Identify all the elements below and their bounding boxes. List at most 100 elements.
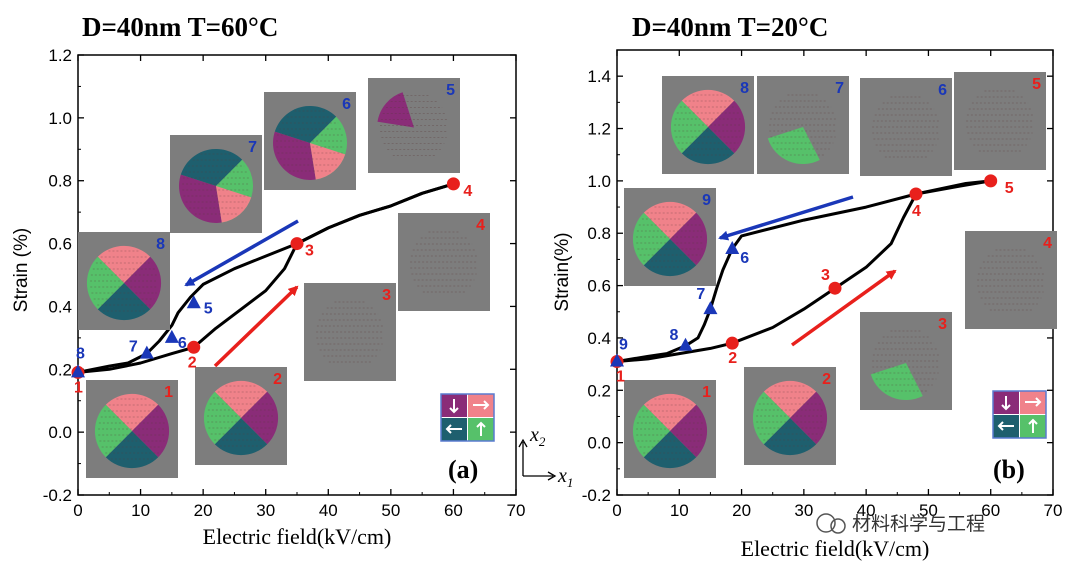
y-tick-label: 0.6 xyxy=(48,235,72,254)
red-point-2 xyxy=(725,336,739,350)
domain-inset-1: 1 xyxy=(86,380,178,478)
inset-number: 8 xyxy=(740,80,749,97)
x-tick-label: 60 xyxy=(444,501,463,520)
y-tick-label: 1.0 xyxy=(587,172,611,191)
domain-inset-8: 8 xyxy=(78,232,170,330)
red-point-label: 5 xyxy=(1005,180,1014,197)
inset-number: 2 xyxy=(822,371,831,388)
panel-b-points: 1 2 3 4 5 6 7 8 9 xyxy=(610,174,1014,386)
panel-a-title: D=40nm T=60°C xyxy=(82,12,278,42)
inset-number: 4 xyxy=(476,217,485,234)
inset-number: 1 xyxy=(164,384,173,401)
inset-number: 5 xyxy=(1032,76,1041,93)
x-tick-label: 30 xyxy=(256,501,275,520)
panel-a-ticks: 0 10 20 30 40 50 60 70 -0.2 0.0 0.2 0.4 0.6 0.8 1.0 1.2 xyxy=(43,46,526,520)
blue-point-7 xyxy=(703,301,718,315)
x-tick-label: 10 xyxy=(670,501,689,520)
x-tick-label: 20 xyxy=(732,501,751,520)
y-tick-label: 0.0 xyxy=(587,434,611,453)
y-tick-label: 0.2 xyxy=(587,381,611,400)
left-arrow-icon xyxy=(445,424,462,434)
red-point-2 xyxy=(187,340,201,354)
y-tick-label: 1.2 xyxy=(587,120,611,139)
blue-point-label: 5 xyxy=(204,300,213,317)
panel-a-unloading-arrow xyxy=(184,219,299,287)
inset-number: 5 xyxy=(446,82,455,99)
blue-point-5 xyxy=(186,295,201,309)
blue-point-8 xyxy=(678,337,693,351)
y-tick-label: 0.8 xyxy=(587,224,611,243)
blue-point-6 xyxy=(164,329,179,343)
left-arrow-icon xyxy=(997,421,1014,431)
y-tick-label: 0.6 xyxy=(587,277,611,296)
inset-number: 8 xyxy=(156,236,165,253)
y-tick-label: 0.4 xyxy=(587,329,611,348)
x-tick-label: 50 xyxy=(381,501,400,520)
panel-a-label: (a) xyxy=(448,455,478,484)
wechat-icon xyxy=(816,513,836,533)
y-tick-label: -0.2 xyxy=(582,486,611,505)
y-tick-label: 1.4 xyxy=(587,67,611,86)
domain-inset-9: 9 xyxy=(624,188,716,286)
down-arrow-icon xyxy=(1001,396,1011,411)
panel-b-polarization-legend xyxy=(992,390,1047,439)
panel-a-points: 1 2 3 4 5 6 7 8 xyxy=(71,177,472,396)
domain-inset-1: 1 xyxy=(624,380,716,478)
domain-inset-5: 5 xyxy=(954,72,1046,170)
domain-inset-2: 2 xyxy=(195,367,287,465)
y-tick-label: 1.0 xyxy=(48,109,72,128)
blue-point-label: 8 xyxy=(76,345,85,362)
x-tick-label: 60 xyxy=(981,501,1000,520)
panel-b-loading-arrow xyxy=(790,269,897,347)
blue-point-label: 6 xyxy=(178,335,187,352)
panel-a-loading-arrow xyxy=(213,285,299,368)
x-tick-label: 30 xyxy=(794,501,813,520)
domain-inset-6: 6 xyxy=(860,78,952,176)
blue-point-label: 7 xyxy=(696,286,705,303)
panel-a-curves xyxy=(77,182,454,374)
y-tick-label: -0.2 xyxy=(43,486,72,505)
red-point-3 xyxy=(290,237,304,251)
panel-b-xlabel: Electric field(kV/cm) xyxy=(741,536,930,561)
blue-point-label: 8 xyxy=(670,327,679,344)
red-point-4 xyxy=(446,177,460,191)
domain-inset-3: 3 xyxy=(304,283,396,381)
red-point-label: 1 xyxy=(74,379,83,396)
x-tick-label: 40 xyxy=(857,501,876,520)
coordinate-axes-indicator: x2 x1 xyxy=(518,424,573,490)
red-point-label: 1 xyxy=(616,369,625,386)
domain-inset-7: 7 xyxy=(757,76,849,174)
inset-number: 6 xyxy=(938,82,947,99)
watermark: 材料科学与工程 xyxy=(816,513,985,535)
red-point-label: 3 xyxy=(821,267,830,284)
red-point-label: 2 xyxy=(188,354,197,371)
domain-inset-5: 5 xyxy=(368,78,460,173)
series-unloading xyxy=(616,179,991,363)
series-unloading xyxy=(77,182,454,374)
watermark-text: 材料科学与工程 xyxy=(852,513,985,535)
red-point-5 xyxy=(984,174,998,188)
blue-point-7 xyxy=(139,345,154,359)
y-tick-label: 0.4 xyxy=(48,297,72,316)
inset-number: 4 xyxy=(1043,235,1052,252)
x-tick-label: 70 xyxy=(1044,501,1063,520)
inset-number: 3 xyxy=(938,316,947,333)
blue-point-label: 7 xyxy=(129,339,138,356)
panel-a-polarization-legend xyxy=(440,393,495,442)
down-arrow-icon xyxy=(449,399,459,414)
x-tick-label: 20 xyxy=(194,501,213,520)
red-point-label: 4 xyxy=(912,203,921,220)
inset-number: 7 xyxy=(835,80,844,97)
red-point-label: 3 xyxy=(305,243,314,260)
blue-point-6 xyxy=(725,240,740,254)
x-tick-label: 0 xyxy=(612,501,621,520)
blue-point-label: 6 xyxy=(740,250,749,267)
red-point-label: 2 xyxy=(728,350,737,367)
x-tick-label: 40 xyxy=(319,501,338,520)
x-tick-label: 50 xyxy=(919,501,938,520)
x2-axis-name: x2 xyxy=(529,424,546,449)
panel-b-unloading-arrow xyxy=(718,195,854,241)
red-point-4 xyxy=(909,187,923,201)
x-tick-label: 70 xyxy=(507,501,526,520)
